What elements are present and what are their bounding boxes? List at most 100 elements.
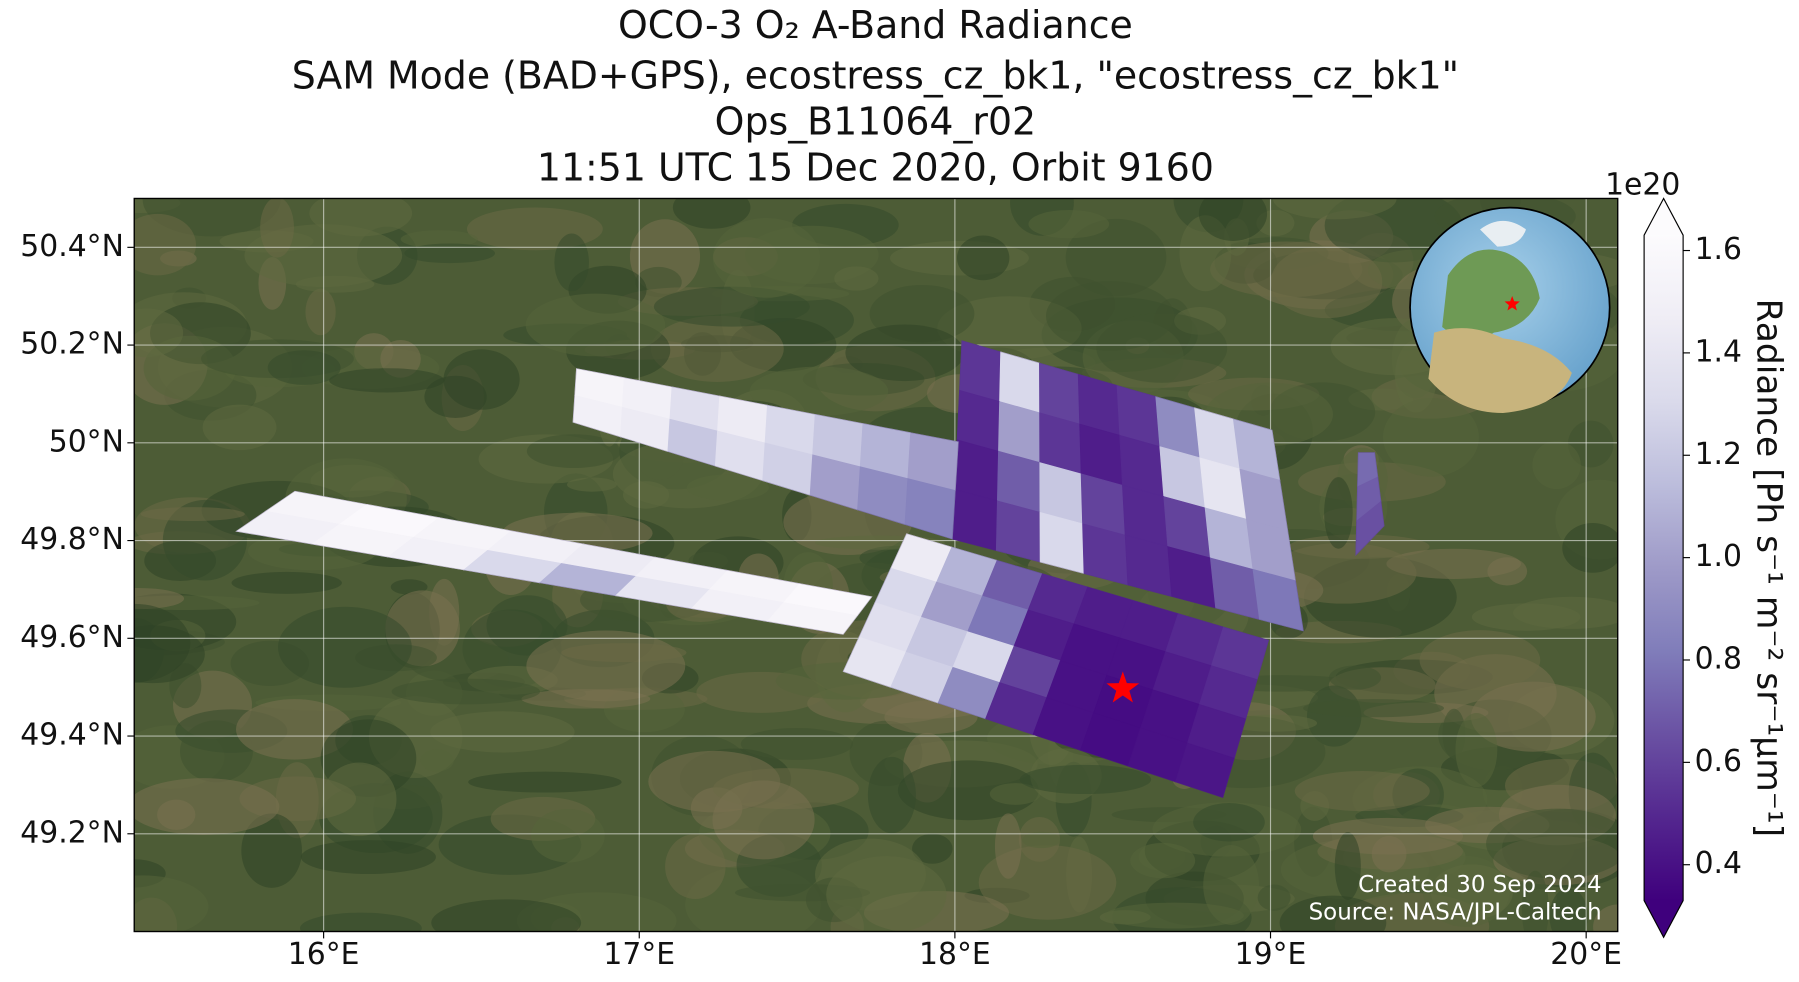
terrain-patch — [424, 375, 487, 418]
x-tick-label: 19°E — [1235, 937, 1307, 972]
radiance-cell — [1355, 500, 1385, 557]
colorbar-scale — [1644, 235, 1684, 901]
target-star — [1106, 671, 1140, 703]
terrain-patch — [134, 778, 280, 835]
title-line: SAM Mode (BAD+GPS), ecostress_cz_bk1, "e… — [292, 54, 1459, 98]
terrain-patch — [1382, 398, 1479, 477]
terrain-patch — [1198, 198, 1268, 241]
radiance-cell — [766, 602, 859, 635]
terrain-patch — [321, 762, 397, 837]
terrain-patch — [431, 899, 582, 932]
terrain-patch — [202, 404, 277, 451]
terrain-patch — [1486, 808, 1618, 879]
terrain-patch — [672, 198, 751, 229]
terrain-patch — [1567, 420, 1614, 468]
colorbar-frame — [1643, 197, 1684, 939]
y-tick-label: 49.6°N — [20, 620, 124, 655]
terrain-patch — [140, 507, 245, 522]
terrain-patch — [1203, 845, 1260, 925]
terrain-patch — [1549, 888, 1588, 932]
terrain-patch — [305, 288, 336, 336]
map-frame — [133, 197, 1619, 933]
terrain-patch — [267, 350, 341, 385]
terrain-patch — [912, 833, 953, 864]
colorbar-label: Radiance [Ph s⁻¹ m⁻² sr⁻¹μm⁻¹] — [1748, 299, 1788, 837]
terrain-patch — [834, 266, 879, 291]
terrain-patch — [525, 293, 666, 357]
colorbar-extend — [1644, 900, 1684, 938]
terrain-patch — [1130, 842, 1196, 879]
axes: 16°E 17°E 18°E 19°E 20°E 49.2°N 49.4°N 49.6°N 49… — [20, 229, 1622, 972]
terrain-patch — [1210, 241, 1363, 298]
globe-target — [1504, 295, 1520, 311]
terrain-patch — [300, 912, 422, 932]
terrain-patch — [554, 233, 589, 292]
terrain-patch — [845, 324, 965, 382]
x-tick-label: 20°E — [1550, 937, 1622, 972]
terrain-patch — [712, 780, 815, 860]
land — [1442, 249, 1540, 341]
terrain-patch — [420, 749, 454, 772]
colorbar-tick-label: 0.8 — [1695, 641, 1742, 676]
swath — [842, 533, 1270, 799]
terrain-patch — [1294, 770, 1430, 812]
terrain-patch — [1371, 835, 1407, 873]
terrain-patch — [1334, 832, 1361, 900]
swath-outline — [1355, 452, 1385, 556]
colorbar: 0.4 0.6 0.8 1.0 1.2 1.4 1.6 1e20 Radiance [Ph s⁻… — [1605, 167, 1788, 939]
y-tick-label: 50°N — [49, 424, 124, 459]
colorbar-tick-label: 0.6 — [1695, 744, 1742, 779]
swath — [952, 340, 1304, 632]
terrain-patch — [712, 217, 821, 298]
terrain-patch — [1193, 802, 1265, 842]
terrain-patch — [134, 625, 205, 684]
terrain-patch — [1028, 209, 1110, 239]
terrain-patch — [134, 595, 260, 611]
terrain-patch — [1470, 681, 1596, 752]
terrain-patch — [300, 840, 436, 875]
terrain-patch — [994, 813, 1022, 879]
terrain-patch — [1471, 603, 1581, 631]
title-line: 11:51 UTC 15 Dec 2020, Orbit 9160 — [537, 145, 1214, 189]
terrain-patch — [1272, 198, 1397, 220]
y-tick-label: 50.4°N — [20, 229, 124, 264]
terrain-patch — [404, 243, 496, 264]
terrain-patch — [665, 833, 726, 899]
terrain-patch — [1303, 699, 1444, 718]
x-tick-label: 18°E — [919, 937, 991, 972]
y-tick-label: 49.8°N — [20, 522, 124, 557]
x-tick-label: 17°E — [603, 937, 675, 972]
terrain-patch — [1104, 902, 1244, 929]
terrain-patch — [989, 783, 1041, 805]
terrain-patch — [1532, 440, 1581, 490]
colorbar-tick-label: 0.4 — [1695, 846, 1742, 881]
terrain-patch — [566, 477, 617, 492]
terrain-patch — [686, 474, 769, 501]
land — [1428, 328, 1572, 413]
terrain-patch — [1279, 895, 1387, 932]
terrain-patch — [277, 606, 412, 688]
colorbar-multiplier: 1e20 — [1605, 167, 1680, 202]
swaths — [235, 340, 1385, 799]
terrain-patch — [1022, 831, 1061, 849]
terrain-patch — [241, 813, 302, 888]
radiance-cell — [1252, 568, 1304, 632]
terrain-patch — [1430, 864, 1514, 920]
terrain-patch — [1455, 713, 1498, 788]
terrain-patch — [486, 595, 568, 656]
swath-outline — [842, 533, 1269, 798]
terrain-patch — [1019, 764, 1152, 795]
colorbar-tick-label: 1.6 — [1695, 232, 1742, 267]
terrain-patch — [1419, 630, 1541, 691]
colorbar-tick-label: 1.2 — [1695, 437, 1742, 472]
terrain-patch — [134, 213, 196, 276]
terrain-patch — [1324, 477, 1353, 549]
terrain-patch — [1328, 665, 1382, 690]
terrain-patch — [400, 230, 478, 249]
terrain-patch — [956, 235, 1010, 281]
terrain-patch — [1521, 870, 1549, 932]
title-line: OCO-3 O₂ A-Band Radiance — [618, 3, 1133, 47]
terrain-patch — [231, 571, 342, 594]
